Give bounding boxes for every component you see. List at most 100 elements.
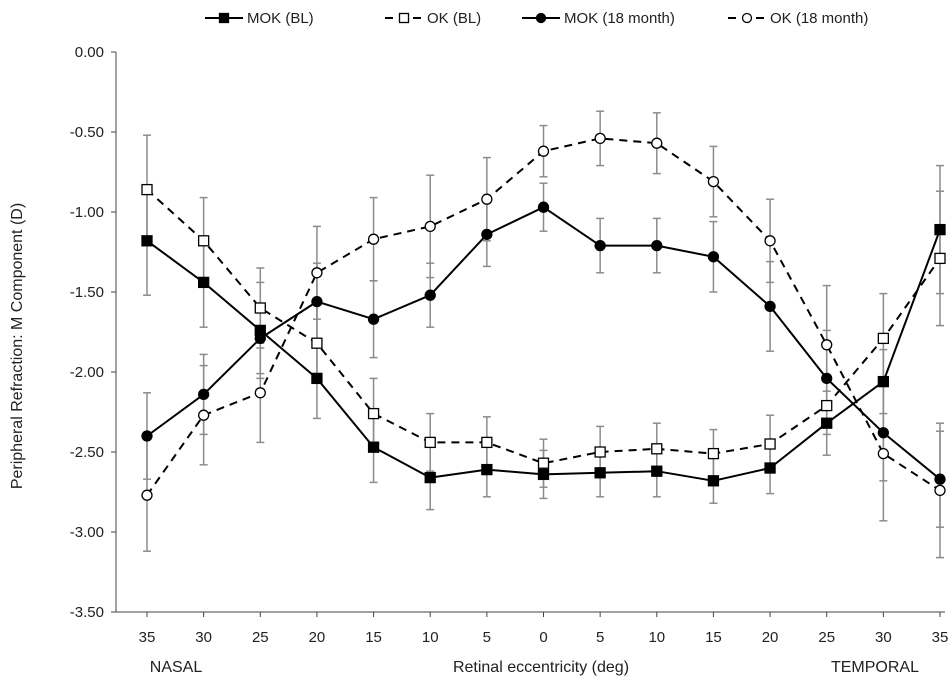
data-point: [197, 388, 210, 401]
data-point: [651, 443, 663, 455]
data-point: [764, 438, 776, 450]
data-point: [424, 471, 436, 484]
y-tick-label: -3.50: [70, 604, 104, 621]
legend-label: OK (BL): [427, 10, 481, 27]
data-point: [367, 407, 380, 420]
legend-label: MOK (18 month): [564, 10, 675, 27]
data-point: [934, 252, 946, 265]
data-point: [141, 430, 153, 442]
data-point: [254, 332, 266, 345]
data-point: [877, 427, 890, 439]
data-point: [481, 193, 493, 205]
nasal-label: NASAL: [150, 659, 203, 676]
data-point: [424, 220, 436, 233]
legend-marker: [398, 12, 410, 24]
data-point: [707, 251, 720, 263]
data-point: [764, 235, 776, 247]
legend-marker: [535, 12, 547, 24]
data-point: [877, 332, 890, 345]
legend-marker: [218, 12, 230, 24]
y-tick-label: -2.00: [70, 364, 104, 381]
data-point: [367, 313, 380, 325]
data-point: [254, 387, 266, 399]
data-point: [877, 447, 890, 460]
x-tick-label: 10: [422, 629, 439, 646]
y-tick-label: -1.00: [70, 204, 104, 221]
series-line: [146, 188, 941, 465]
legend-label: OK (18 month): [770, 10, 868, 27]
data-point: [197, 276, 210, 289]
x-tick-label: 25: [252, 629, 269, 646]
x-tick-label: 0: [539, 629, 547, 646]
y-axis-label: Peripheral Refraction: M Component (D): [9, 203, 26, 489]
data-point: [311, 295, 323, 308]
x-tick-label: 5: [596, 629, 604, 646]
y-tick-label: -0.50: [70, 124, 104, 141]
legend: MOK (BL) OK (BL) MOK (18 month) OK (18 mont…: [205, 10, 868, 27]
data-point: [537, 457, 550, 469]
data-point: [821, 417, 833, 429]
data-point: [197, 235, 210, 247]
data-point: [424, 289, 436, 301]
data-point: [481, 436, 493, 449]
data-point: [311, 337, 323, 349]
data-point: [367, 233, 380, 245]
data-point: [651, 137, 663, 149]
data-point: [311, 372, 323, 385]
legend-marker: [741, 12, 753, 24]
x-tick-label: 35: [139, 629, 156, 646]
data-point: [424, 436, 436, 449]
x-tick-label: 30: [875, 629, 892, 646]
legend-label: MOK (BL): [247, 10, 314, 27]
data-point: [311, 267, 323, 279]
x-tick-label: 15: [365, 629, 382, 646]
data-point: [651, 239, 663, 252]
data-point: [651, 465, 663, 477]
data-point: [537, 201, 550, 213]
y-tick-labels: 0.00 -0.50 -1.00 -1.50 -2.00 -2.50 -3.00 -3.50: [70, 44, 104, 621]
x-tick-label: 20: [309, 629, 326, 646]
data-point: [594, 446, 606, 458]
x-tick-label: 15: [705, 629, 722, 646]
data-point: [367, 441, 380, 453]
y-tick-label: -3.00: [70, 524, 104, 541]
data-point: [934, 473, 946, 485]
data-point: [141, 235, 153, 247]
data-point: [764, 300, 776, 313]
data-point: [141, 183, 153, 196]
data-point: [707, 175, 720, 188]
y-tick-label: 0.00: [75, 44, 104, 61]
x-tick-label: 25: [818, 629, 835, 646]
x-tick-label: 5: [483, 629, 491, 646]
x-tick-label: 35: [932, 629, 949, 646]
data-point: [537, 468, 550, 481]
data-point: [707, 475, 720, 487]
data-point: [254, 302, 266, 314]
data-point: [934, 223, 946, 236]
x-tick-labels: 35 30 25 20 15 10 5 0 5 10 15 20 25 30 35: [139, 629, 949, 646]
x-tick-label: 20: [762, 629, 779, 646]
axes: [111, 51, 945, 617]
series-line: [146, 206, 941, 480]
data-point: [877, 375, 890, 388]
data-point: [821, 372, 833, 385]
x-tick-label: 10: [648, 629, 665, 646]
y-tick-label: -2.50: [70, 444, 104, 461]
x-tick-label: 30: [195, 629, 212, 646]
data-point: [481, 228, 493, 241]
data-point: [934, 484, 946, 497]
data-point: [764, 462, 776, 474]
data-point: [594, 467, 606, 479]
temporal-label: TEMPORAL: [831, 659, 919, 676]
series-markers: [141, 132, 946, 501]
data-point: [197, 409, 210, 421]
data-point: [141, 489, 153, 501]
data-point: [821, 339, 833, 351]
x-axis-label: Retinal eccentricity (deg): [453, 659, 629, 676]
y-tick-label: -1.50: [70, 284, 104, 301]
data-point: [594, 239, 606, 252]
data-point: [594, 132, 606, 145]
data-point: [481, 463, 493, 476]
data-point: [821, 399, 833, 412]
